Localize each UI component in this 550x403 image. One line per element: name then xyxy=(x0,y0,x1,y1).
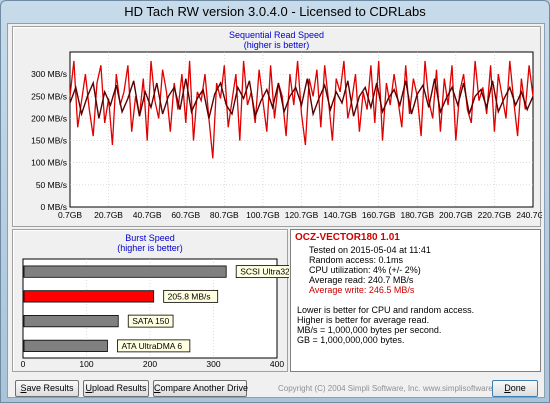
read-xtick-label: 180.7GB xyxy=(400,210,434,220)
read-series-line-dark xyxy=(69,78,534,119)
burst-bar-label-box xyxy=(235,265,289,279)
note-lower-better: Lower is better for CPU and random acces… xyxy=(297,305,475,315)
burst-speed-panel: Burst Speed (higher is better) SCSI Ultr… xyxy=(12,229,289,372)
compare-drive-button[interactable]: Compare Another Drive xyxy=(153,380,249,397)
done-button[interactable]: Done xyxy=(492,380,538,397)
drive-name: OCZ-VECTOR180 1.01 xyxy=(295,232,400,243)
done-label: one xyxy=(510,383,526,393)
burst-bar-label: 205.8 MB/s xyxy=(168,291,211,301)
client-area: Sequential Read Speed (higher is better)… xyxy=(7,23,545,398)
burst-bar xyxy=(23,265,227,278)
read-series-line-red xyxy=(69,60,534,159)
read-chart-subtitle: (higher is better) xyxy=(243,40,310,50)
burst-bar xyxy=(23,290,155,303)
save-label: ave Results xyxy=(26,383,74,393)
read-xtick-label: 20.7GB xyxy=(94,210,123,220)
sequential-read-panel: Sequential Read Speed (higher is better)… xyxy=(12,26,542,227)
read-xtick-label: 240.7GB xyxy=(516,210,542,220)
average-write: Average write: 246.5 MB/s xyxy=(309,285,415,295)
note-gb-definition: GB = 1,000,000,000 bytes. xyxy=(297,335,405,345)
read-xtick-label: 100.7GB xyxy=(246,210,280,220)
read-ytick-label: 0 MB/s xyxy=(41,202,67,212)
copyright-text: Copyright (C) 2004 Simpli Software, Inc.… xyxy=(278,384,511,393)
save-accel: S xyxy=(20,383,27,393)
done-accel: D xyxy=(504,383,511,393)
note-mbs-definition: MB/s = 1,000,000 bytes per second. xyxy=(297,325,442,335)
upload-results-button[interactable]: Upload Results xyxy=(83,380,149,397)
read-ytick-label: 50 MB/s xyxy=(36,180,67,190)
read-xtick-label: 40.7GB xyxy=(133,210,162,220)
upload-label: pload Results xyxy=(91,383,147,393)
read-chart-title: Sequential Read Speed xyxy=(228,30,325,40)
burst-bar-label-box xyxy=(127,314,174,328)
read-xtick-label: 220.7GB xyxy=(478,210,512,220)
burst-xtick-label: 400 xyxy=(270,359,284,369)
read-ytick-label: 150 MB/s xyxy=(31,136,67,146)
compare-label: ompare Another Drive xyxy=(160,383,249,393)
burst-bar xyxy=(23,315,119,328)
burst-bar-label-box xyxy=(163,289,219,303)
read-xtick-label: 80.7GB xyxy=(210,210,239,220)
read-chart: 0 MB/s 50 MB/s 100 MB/s 150 MB/s 200 MB/s 250… xyxy=(31,51,542,220)
random-access: Random access: 0.1ms xyxy=(309,255,404,265)
results-info-panel: OCZ-VECTOR180 1.01 Tested on 2015-05-04 … xyxy=(290,229,541,372)
burst-xtick-label: 0 xyxy=(21,359,26,369)
upload-accel: U xyxy=(85,383,92,393)
read-ytick-label: 100 MB/s xyxy=(31,158,67,168)
read-xtick-label: 120.7GB xyxy=(285,210,319,220)
burst-bar-label-box xyxy=(117,339,191,353)
burst-xtick-label: 100 xyxy=(79,359,93,369)
average-read: Average read: 240.7 MB/s xyxy=(309,275,414,285)
tested-date: Tested on 2015-05-04 at 11:41 xyxy=(309,245,431,255)
read-ytick-label: 250 MB/s xyxy=(31,91,67,101)
note-higher-better: Higher is better for average read. xyxy=(297,315,430,325)
burst-bar-label: ATA UltraDMA 6 xyxy=(121,341,182,351)
read-xtick-label: 200.7GB xyxy=(439,210,473,220)
read-xtick-label: 0.7GB xyxy=(58,210,82,220)
read-ytick-label: 300 MB/s xyxy=(31,69,67,79)
compare-accel: C xyxy=(154,383,161,393)
burst-bar-label: SATA 150 xyxy=(132,316,169,326)
read-xtick-label: 160.7GB xyxy=(362,210,396,220)
burst-bar-label: SCSI Ultra320 xyxy=(240,267,289,277)
read-xtick-label: 60.7GB xyxy=(171,210,200,220)
cpu-utilization: CPU utilization: 4% (+/- 2%) xyxy=(309,265,421,275)
burst-chart: SCSI Ultra320 205.8 MB/s SATA 150 ATA Ultra… xyxy=(21,258,289,369)
burst-chart-subtitle: (higher is better) xyxy=(117,243,183,253)
burst-chart-title: Burst Speed xyxy=(125,233,175,243)
read-xtick-label: 140.7GB xyxy=(323,210,357,220)
burst-xtick-label: 200 xyxy=(143,359,157,369)
window-title: HD Tach RW version 3.0.4.0 - Licensed to… xyxy=(124,4,426,19)
burst-xtick-label: 300 xyxy=(206,359,220,369)
read-ytick-label: 200 MB/s xyxy=(31,113,67,123)
save-results-button[interactable]: Save Results xyxy=(15,380,79,397)
burst-bar xyxy=(23,339,108,352)
